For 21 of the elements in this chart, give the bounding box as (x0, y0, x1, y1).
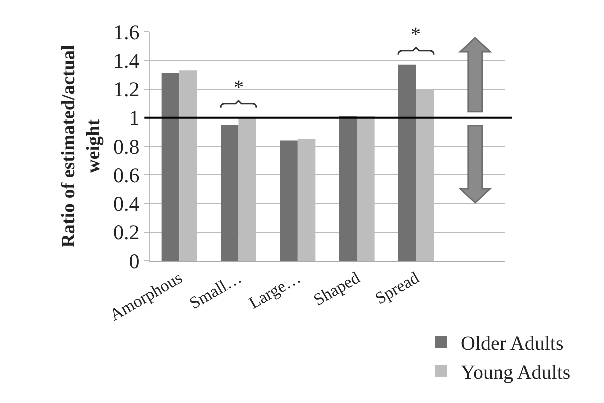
legend-label: Young Adults (461, 362, 571, 384)
y-tick-label: 0 (129, 249, 140, 274)
y-tick-label: 0.6 (114, 163, 140, 188)
bar (280, 140, 298, 261)
bar (162, 74, 180, 261)
y-tick-label: 1.4 (114, 48, 140, 73)
y-axis-title: Ratio of estimated/actual weight (58, 45, 104, 248)
annotation: * (234, 77, 244, 99)
bar (339, 116, 358, 261)
legend-label: Older Adults (461, 333, 564, 356)
y-tick-label: 1.2 (114, 78, 140, 102)
y-tick-label: 0.4 (114, 192, 140, 216)
y-tick-label: 1 (129, 106, 140, 130)
bar (398, 64, 416, 261)
bar (221, 125, 239, 261)
y-tick-label: 0.8 (114, 134, 140, 159)
x-tick-label: Small… (186, 268, 245, 314)
y-tick-label: 1.6 (114, 20, 140, 44)
x-tick-label: Large… (246, 268, 304, 313)
y-tick-label: 0.2 (114, 220, 140, 245)
annotation: * (411, 24, 421, 46)
